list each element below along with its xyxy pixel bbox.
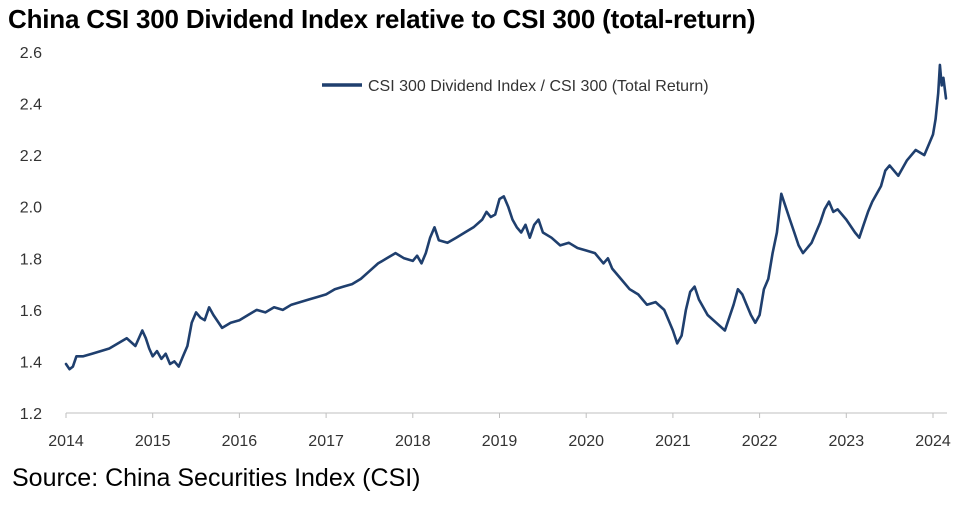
y-tick-label: 1.4 <box>20 354 42 371</box>
x-tick-label: 2023 <box>829 433 865 450</box>
x-tick-label: 2019 <box>482 433 518 450</box>
legend-label: CSI 300 Dividend Index / CSI 300 (Total … <box>368 78 709 95</box>
series-layer <box>64 63 948 371</box>
y-tick-label: 2.4 <box>20 97 42 114</box>
x-tick-label: 2021 <box>655 433 691 450</box>
y-tick-label: 1.8 <box>20 251 42 268</box>
y-tick-label: 2.0 <box>20 200 42 217</box>
x-tick-label: 2015 <box>135 433 171 450</box>
x-tick-label: 2017 <box>308 433 344 450</box>
source-note: Source: China Securities Index (CSI) <box>12 464 421 492</box>
y-tick-label: 1.6 <box>20 303 42 320</box>
x-tick-label: 2020 <box>568 433 604 450</box>
x-tick-label: 2014 <box>48 433 84 450</box>
x-tick-label: 2022 <box>742 433 778 450</box>
chart-legend: CSI 300 Dividend Index / CSI 300 (Total … <box>322 78 709 95</box>
y-tick-label: 2.6 <box>20 45 42 62</box>
x-tick-label: 2024 <box>915 433 951 450</box>
y-tick-label: 1.2 <box>20 406 42 423</box>
chart-axes: 1.2 1.4 1.6 1.8 2.0 2.2 2.4 2.6 2014 2015 2016 2017… <box>20 45 951 450</box>
y-tick-label: 2.2 <box>20 148 42 165</box>
x-tick-label: 2016 <box>222 433 258 450</box>
chart-title: China CSI 300 Dividend Index relative to… <box>8 4 756 34</box>
series-line-0 <box>64 63 948 371</box>
x-tick-label: 2018 <box>395 433 431 450</box>
